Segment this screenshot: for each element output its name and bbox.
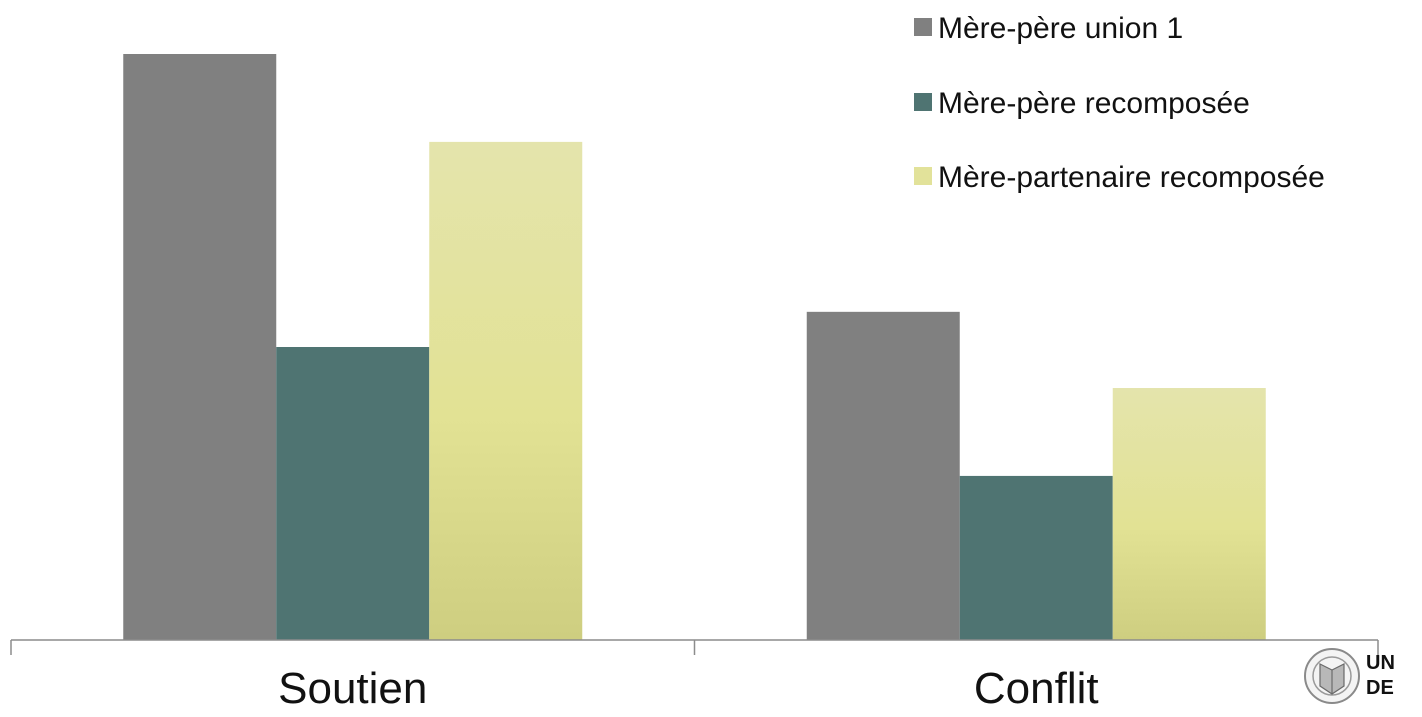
- bar-soutien-series-2: [276, 347, 430, 640]
- university-logo: UN DE: [1304, 648, 1395, 704]
- logo-text-line2: DE: [1366, 677, 1394, 699]
- legend-swatch-1: [914, 18, 932, 36]
- bar-soutien-series-3: [429, 141, 583, 640]
- category-label-soutien: Soutien: [278, 664, 427, 713]
- legend-label-2: Mère-père recomposée: [938, 87, 1250, 120]
- category-label-conflit: Conflit: [974, 664, 1099, 713]
- legend-label-3: Mère-partenaire recomposée: [938, 161, 1325, 194]
- category-labels: Soutien Conflit: [278, 664, 1098, 713]
- bars-layer: [123, 54, 1266, 640]
- university-seal-icon: [1304, 648, 1360, 704]
- x-axis: [10, 639, 1379, 655]
- logo-text-line1: UN: [1366, 652, 1395, 674]
- legend-swatch-2: [914, 93, 932, 111]
- legend: Mère-père union 1 Mère-père recomposée Mèr…: [914, 12, 1325, 194]
- legend-label-1: Mère-père union 1: [938, 12, 1183, 45]
- bar-conflit-series-1: [806, 311, 960, 640]
- bar-soutien-series-1: [123, 54, 277, 640]
- bar-conflit-series-3: [1112, 388, 1266, 640]
- legend-swatch-3: [914, 167, 932, 185]
- bar-conflit-series-2: [959, 475, 1113, 640]
